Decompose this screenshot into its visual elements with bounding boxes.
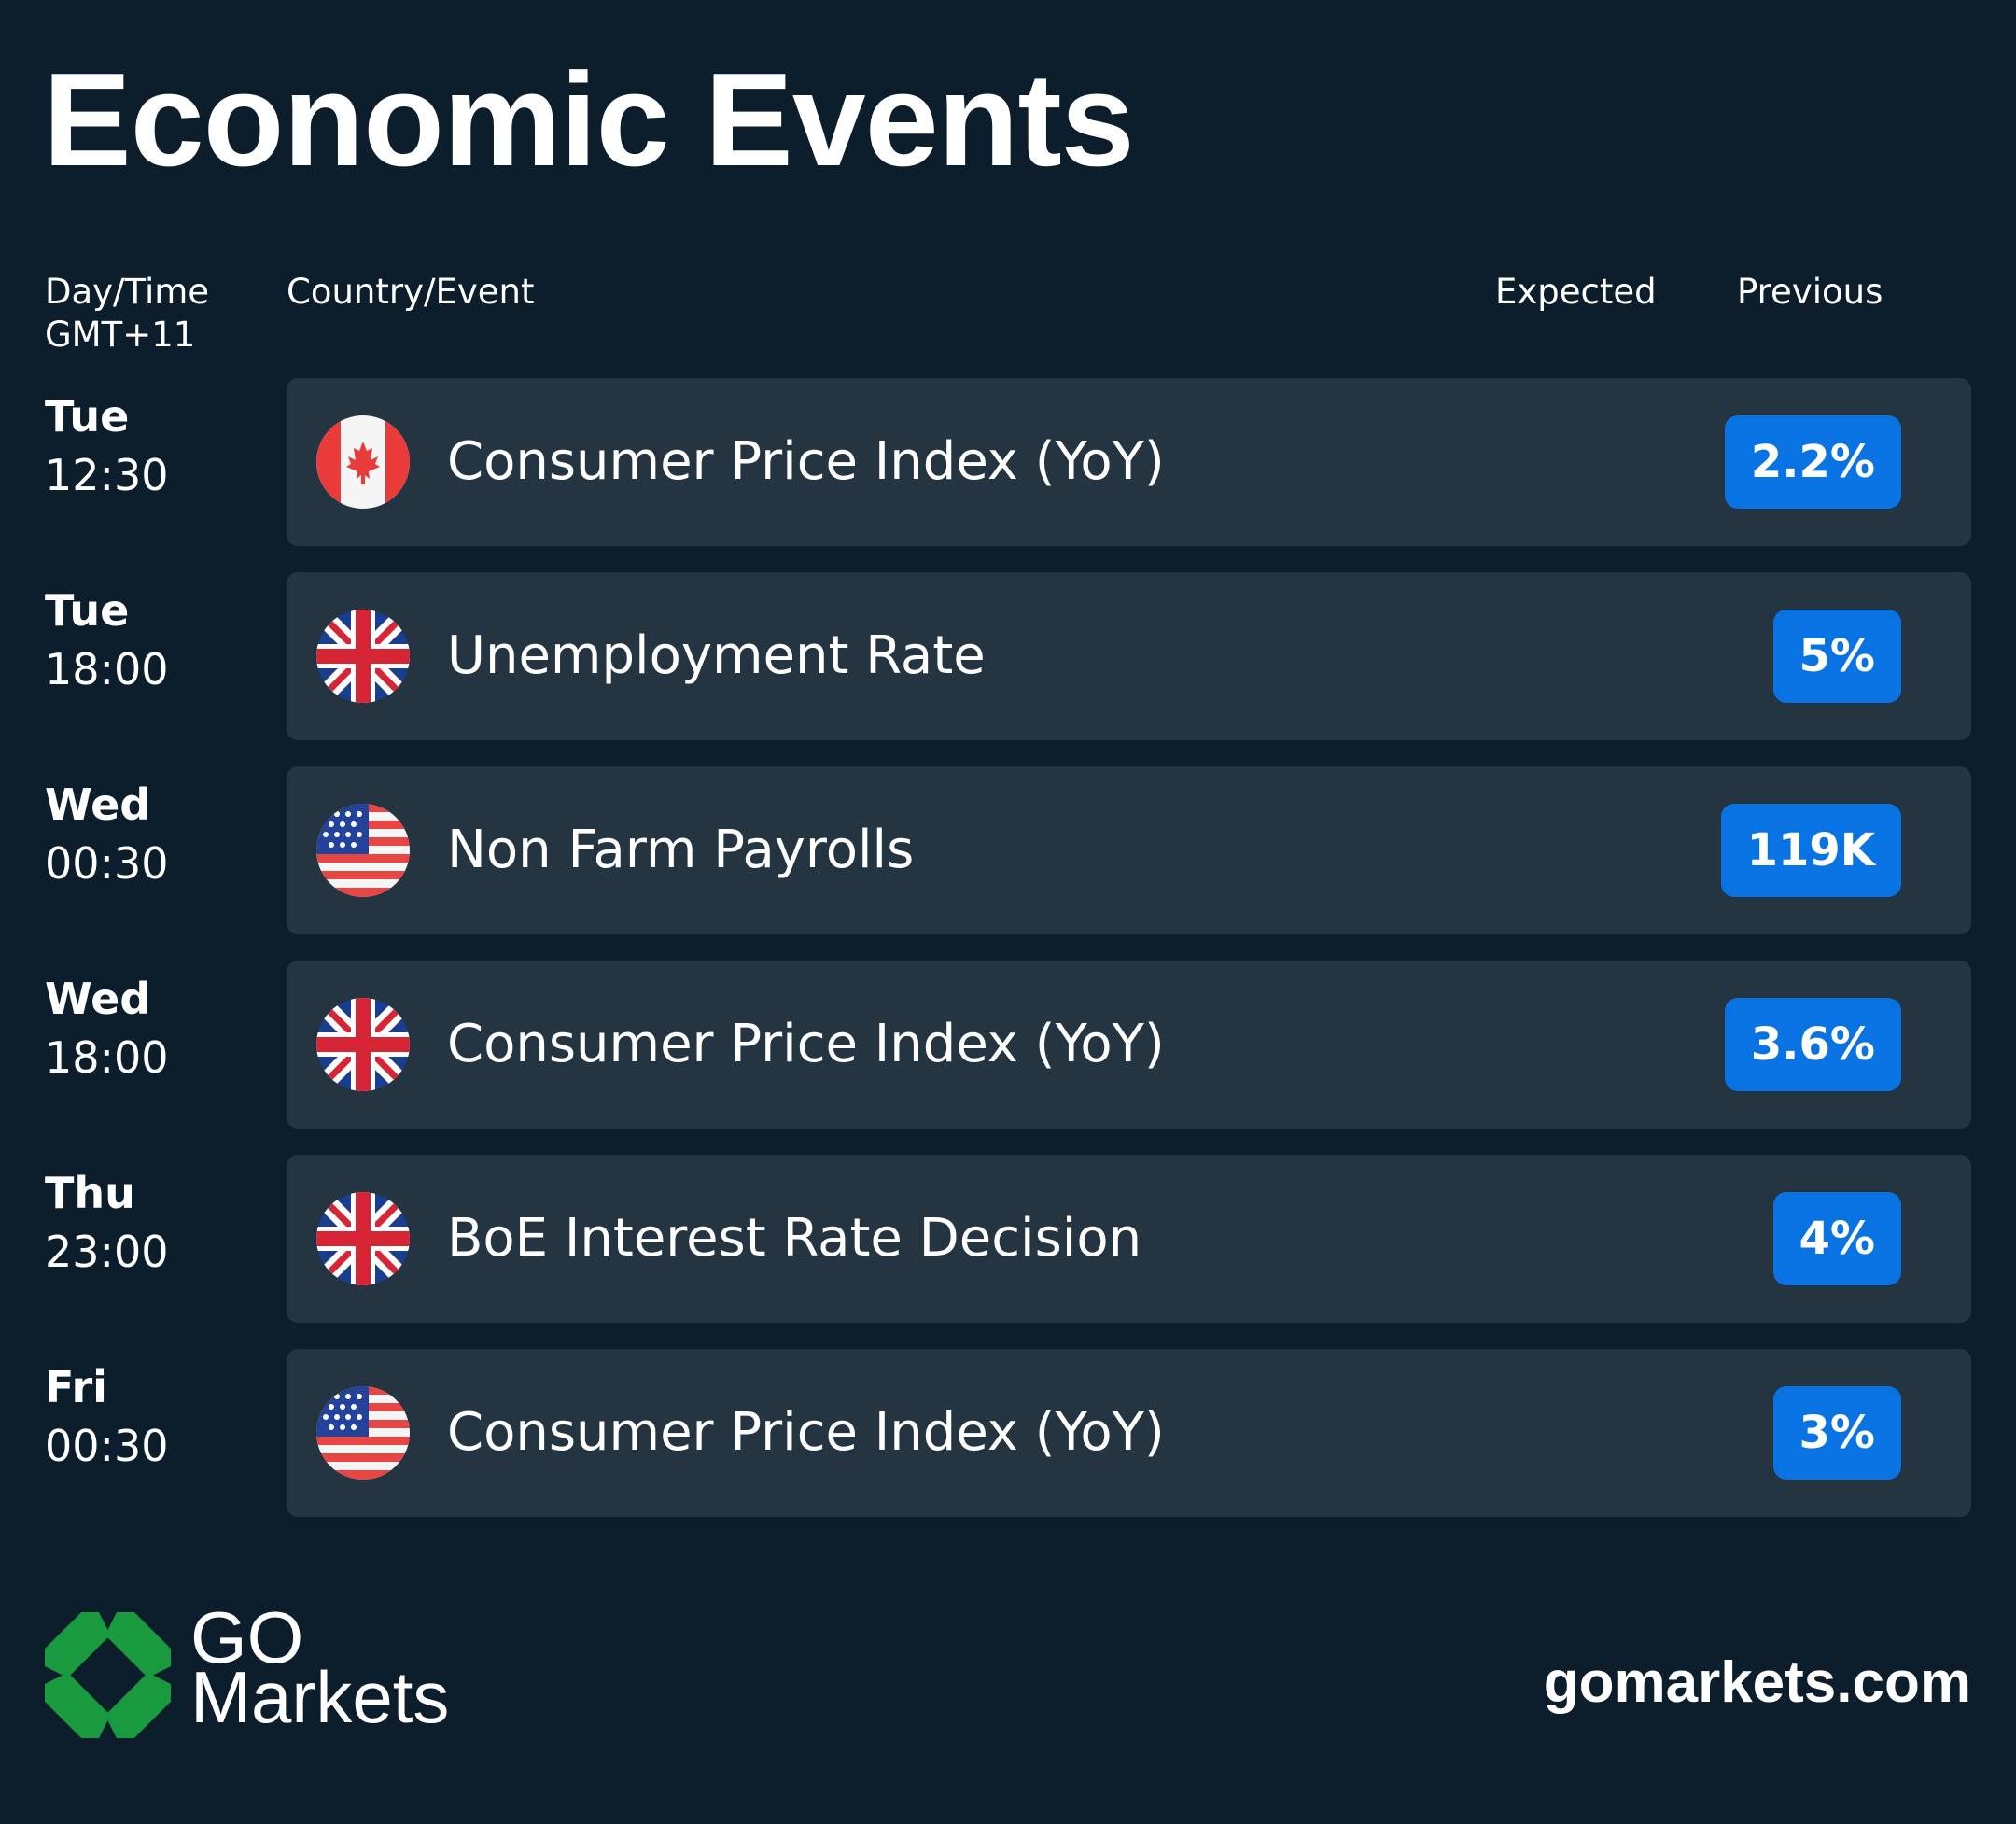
event-row: Wed 00:30 Non Farm Payrolls 119K	[0, 766, 2016, 934]
event-row: Wed 18:00 Consumer Price Index (YoY) 3.6%	[0, 961, 2016, 1129]
brand-line-go: GO	[190, 1596, 304, 1678]
event-day: Tue	[45, 585, 130, 636]
us-flag-icon	[316, 804, 410, 897]
event-card[interactable]: Consumer Price Index (YoY) 3%	[287, 1349, 1971, 1517]
event-card[interactable]: Unemployment Rate 5%	[287, 572, 1971, 740]
brand-name: GO Markets	[190, 1596, 450, 1738]
event-row: Tue 12:30 Consumer Price Index (YoY) 2.2%	[0, 378, 2016, 546]
event-row: Tue 18:00 Unemployment Rate 5%	[0, 572, 2016, 740]
event-time: 12:30	[45, 450, 169, 500]
event-row: Thu 23:00 BoE Interest Rate Decision 4%	[0, 1155, 2016, 1323]
event-day: Fri	[45, 1362, 107, 1412]
website-link[interactable]: gomarkets.com	[1543, 1650, 1971, 1715]
previous-value-badge: 2.2%	[1724, 415, 1901, 509]
column-header-day-time: Day/Time GMT+11	[45, 271, 209, 357]
event-day-time: Wed 18:00	[45, 970, 169, 1087]
event-row: Fri 00:30 Consumer Price Index (YoY) 3%	[0, 1349, 2016, 1517]
event-card[interactable]: Non Farm Payrolls 119K	[287, 766, 1971, 934]
event-name: Consumer Price Index (YoY)	[447, 431, 1165, 492]
event-card[interactable]: Consumer Price Index (YoY) 3.6%	[287, 961, 1971, 1129]
event-day-time: Tue 18:00	[45, 582, 169, 699]
event-name: BoE Interest Rate Decision	[447, 1208, 1142, 1269]
uk-flag-icon	[316, 998, 410, 1091]
event-card[interactable]: BoE Interest Rate Decision 4%	[287, 1155, 1971, 1323]
previous-value-badge: 5%	[1772, 610, 1901, 703]
page-title: Economic Events	[43, 46, 1135, 194]
event-day: Wed	[45, 779, 151, 830]
event-time: 18:00	[45, 1032, 169, 1083]
event-time: 00:30	[45, 1421, 169, 1471]
previous-value-badge: 119K	[1720, 804, 1901, 897]
event-name: Consumer Price Index (YoY)	[447, 1014, 1165, 1074]
event-time: 23:00	[45, 1227, 169, 1277]
column-header-day-time-label: Day/Time	[45, 272, 210, 312]
previous-value-badge: 4%	[1772, 1192, 1901, 1285]
event-time: 18:00	[45, 644, 169, 695]
event-day: Wed	[45, 974, 151, 1024]
column-header-expected: Expected	[1495, 272, 1657, 312]
column-header-timezone: GMT+11	[45, 315, 196, 355]
event-day-time: Tue 12:30	[45, 387, 169, 505]
event-card[interactable]: Consumer Price Index (YoY) 2.2%	[287, 378, 1971, 546]
event-day-time: Thu 23:00	[45, 1164, 169, 1282]
event-day: Thu	[45, 1168, 135, 1218]
uk-flag-icon	[316, 610, 410, 703]
column-header-previous: Previous	[1737, 272, 1883, 312]
brand-line-markets: Markets	[190, 1656, 450, 1738]
event-name: Non Farm Payrolls	[447, 820, 915, 880]
event-name: Unemployment Rate	[447, 625, 986, 686]
event-day-time: Fri 00:30	[45, 1358, 169, 1476]
event-day-time: Wed 00:30	[45, 776, 169, 893]
event-day: Tue	[45, 391, 130, 442]
uk-flag-icon	[316, 1192, 410, 1285]
event-name: Consumer Price Index (YoY)	[447, 1402, 1165, 1463]
canada-flag-icon	[316, 415, 410, 509]
event-time: 00:30	[45, 838, 169, 889]
previous-value-badge: 3%	[1772, 1386, 1901, 1480]
go-markets-logo-icon	[45, 1612, 171, 1738]
previous-value-badge: 3.6%	[1724, 998, 1901, 1091]
column-header-country-event: Country/Event	[287, 272, 535, 312]
us-flag-icon	[316, 1386, 410, 1480]
